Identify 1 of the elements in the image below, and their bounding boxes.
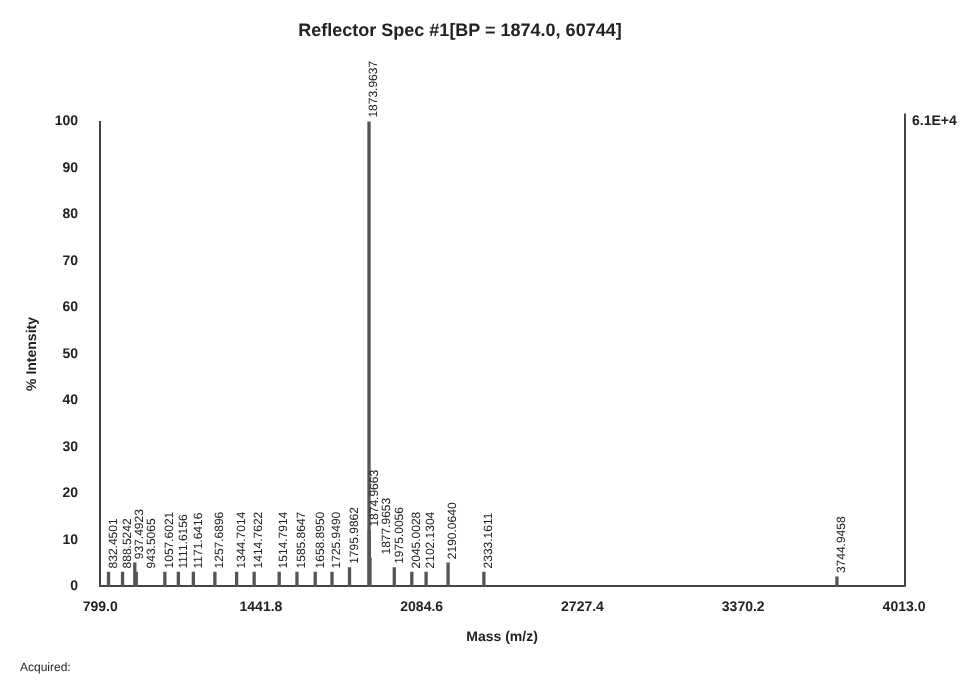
chart-title: Reflector Spec #1[BP = 1874.0, 60744]: [298, 19, 622, 40]
